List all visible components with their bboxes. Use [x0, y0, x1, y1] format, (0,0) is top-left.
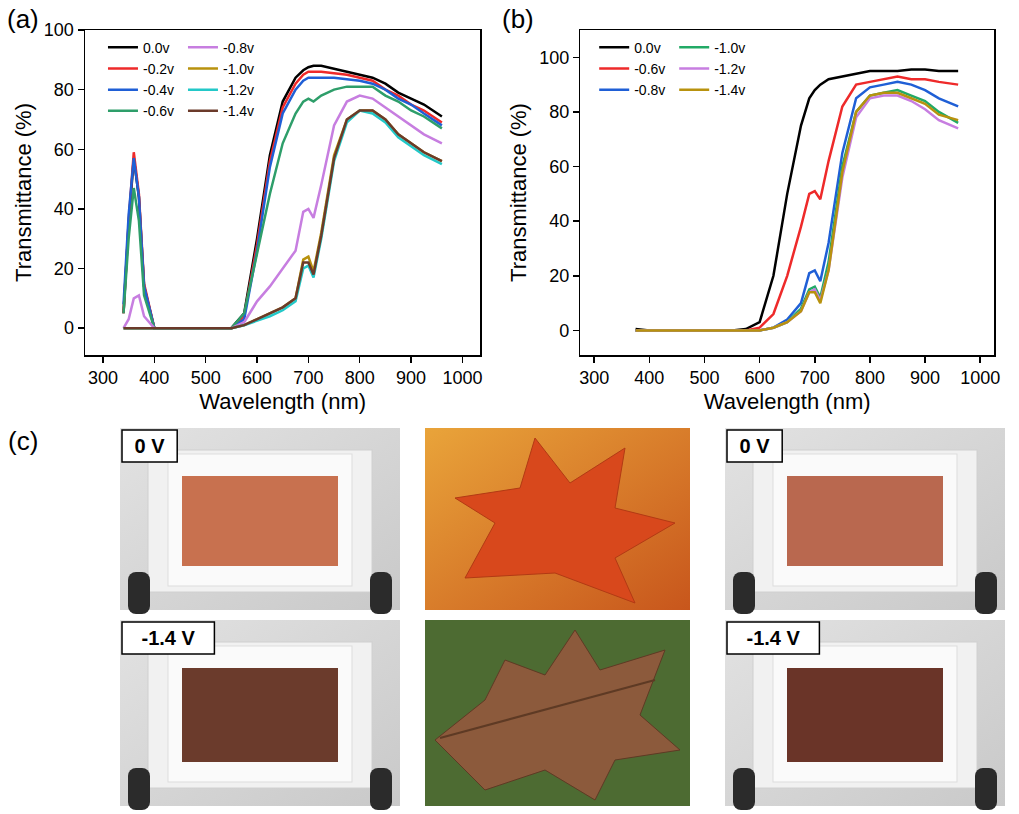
- svg-text:600: 600: [242, 368, 272, 388]
- svg-text:800: 800: [855, 368, 885, 388]
- svg-text:-1.4v: -1.4v: [714, 82, 745, 98]
- svg-text:Transmittance (%): Transmittance (%): [11, 103, 36, 282]
- svg-text:0 V: 0 V: [740, 435, 771, 457]
- svg-text:20: 20: [54, 259, 74, 279]
- svg-text:-0.8v: -0.8v: [223, 40, 254, 56]
- svg-text:Wavelength (nm): Wavelength (nm): [199, 389, 366, 414]
- svg-text:0 V: 0 V: [135, 435, 166, 457]
- svg-text:-1.4v: -1.4v: [223, 103, 254, 119]
- svg-text:40: 40: [549, 211, 569, 231]
- svg-text:-1.2v: -1.2v: [223, 82, 254, 98]
- svg-text:500: 500: [689, 368, 719, 388]
- svg-text:300: 300: [579, 368, 609, 388]
- svg-text:-1.4 V: -1.4 V: [747, 627, 801, 649]
- svg-text:-1.4 V: -1.4 V: [142, 627, 196, 649]
- svg-text:-1.0v: -1.0v: [223, 61, 254, 77]
- svg-text:-0.8v: -0.8v: [634, 82, 665, 98]
- svg-text:400: 400: [139, 368, 169, 388]
- svg-text:-0.4v: -0.4v: [143, 82, 174, 98]
- svg-text:0.0v: 0.0v: [143, 40, 169, 56]
- svg-text:1000: 1000: [960, 368, 1000, 388]
- svg-text:(b): (b): [502, 4, 534, 34]
- svg-text:-0.6v: -0.6v: [143, 103, 174, 119]
- svg-text:400: 400: [634, 368, 664, 388]
- svg-text:-1.2v: -1.2v: [714, 61, 745, 77]
- svg-text:100: 100: [539, 48, 569, 68]
- svg-text:(a): (a): [7, 4, 39, 34]
- svg-text:40: 40: [54, 199, 74, 219]
- svg-text:0.0v: 0.0v: [634, 40, 660, 56]
- svg-text:600: 600: [745, 368, 775, 388]
- svg-text:0: 0: [559, 321, 569, 341]
- svg-text:1000: 1000: [442, 368, 482, 388]
- svg-text:80: 80: [549, 102, 569, 122]
- svg-text:700: 700: [293, 368, 323, 388]
- svg-text:300: 300: [88, 368, 118, 388]
- svg-text:Wavelength (nm): Wavelength (nm): [704, 389, 871, 414]
- svg-text:-1.0v: -1.0v: [714, 40, 745, 56]
- svg-text:20: 20: [549, 266, 569, 286]
- svg-text:100: 100: [44, 20, 74, 40]
- svg-text:0: 0: [64, 318, 74, 338]
- svg-text:700: 700: [800, 368, 830, 388]
- svg-text:900: 900: [910, 368, 940, 388]
- svg-text:800: 800: [345, 368, 375, 388]
- svg-text:900: 900: [396, 368, 426, 388]
- svg-text:60: 60: [549, 157, 569, 177]
- svg-text:Transmittance (%): Transmittance (%): [506, 103, 531, 282]
- svg-text:80: 80: [54, 80, 74, 100]
- svg-text:60: 60: [54, 140, 74, 160]
- svg-text:(c): (c): [8, 426, 38, 456]
- svg-text:500: 500: [191, 368, 221, 388]
- svg-text:-0.6v: -0.6v: [634, 61, 665, 77]
- svg-text:-0.2v: -0.2v: [143, 61, 174, 77]
